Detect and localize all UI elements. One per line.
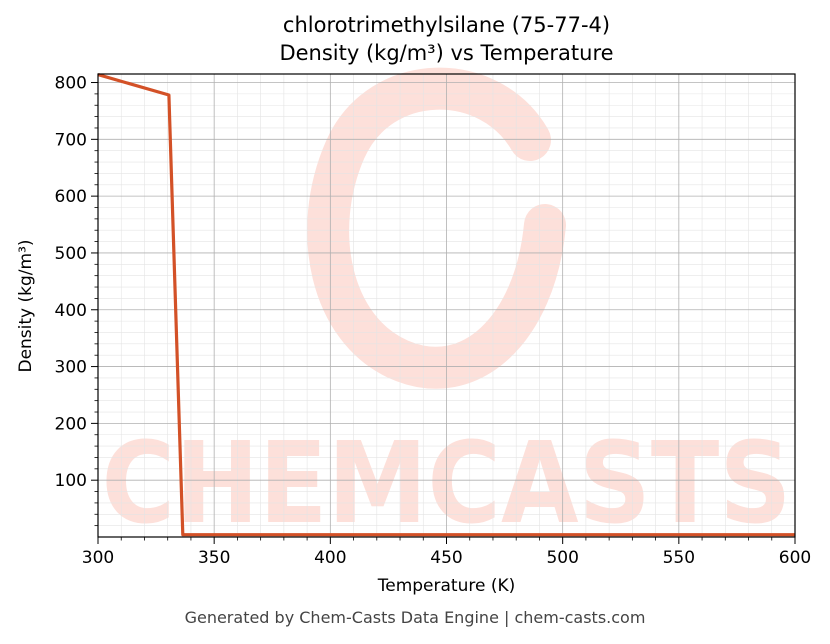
x-tick-label: 500 xyxy=(546,548,578,568)
x-tick-label: 450 xyxy=(430,548,462,568)
y-tick-label: 700 xyxy=(55,130,87,150)
chart-subtitle: Density (kg/m³) vs Temperature xyxy=(279,41,614,65)
density-series-line xyxy=(97,73,795,537)
y-tick-label: 400 xyxy=(55,301,87,321)
x-tick-label: 600 xyxy=(779,548,811,568)
y-axis-label: Density (kg/m³) xyxy=(16,239,36,373)
x-axis-label: Temperature (K) xyxy=(377,576,516,596)
y-tick-label: 800 xyxy=(55,74,87,94)
y-axis-ticks: 100 200 300 400 500 600 700 800 xyxy=(55,74,98,527)
chart-title: chlorotrimethylsilane (75-77-4) xyxy=(282,13,611,37)
series-layer xyxy=(97,73,795,537)
y-tick-label: 200 xyxy=(55,414,87,434)
y-tick-label: 300 xyxy=(55,358,87,378)
x-tick-label: 400 xyxy=(314,548,346,568)
y-tick-label: 600 xyxy=(55,187,87,207)
footer-credit: Generated by Chem-Casts Data Engine | ch… xyxy=(184,608,646,627)
x-tick-label: 300 xyxy=(82,548,114,568)
x-tick-label: 550 xyxy=(663,548,695,568)
x-axis-ticks: 300 350 400 450 500 550 600 xyxy=(82,537,811,568)
x-tick-label: 350 xyxy=(198,548,230,568)
y-tick-label: 500 xyxy=(55,244,87,264)
watermark-logo-arc xyxy=(307,67,566,389)
y-tick-label: 100 xyxy=(55,471,87,491)
